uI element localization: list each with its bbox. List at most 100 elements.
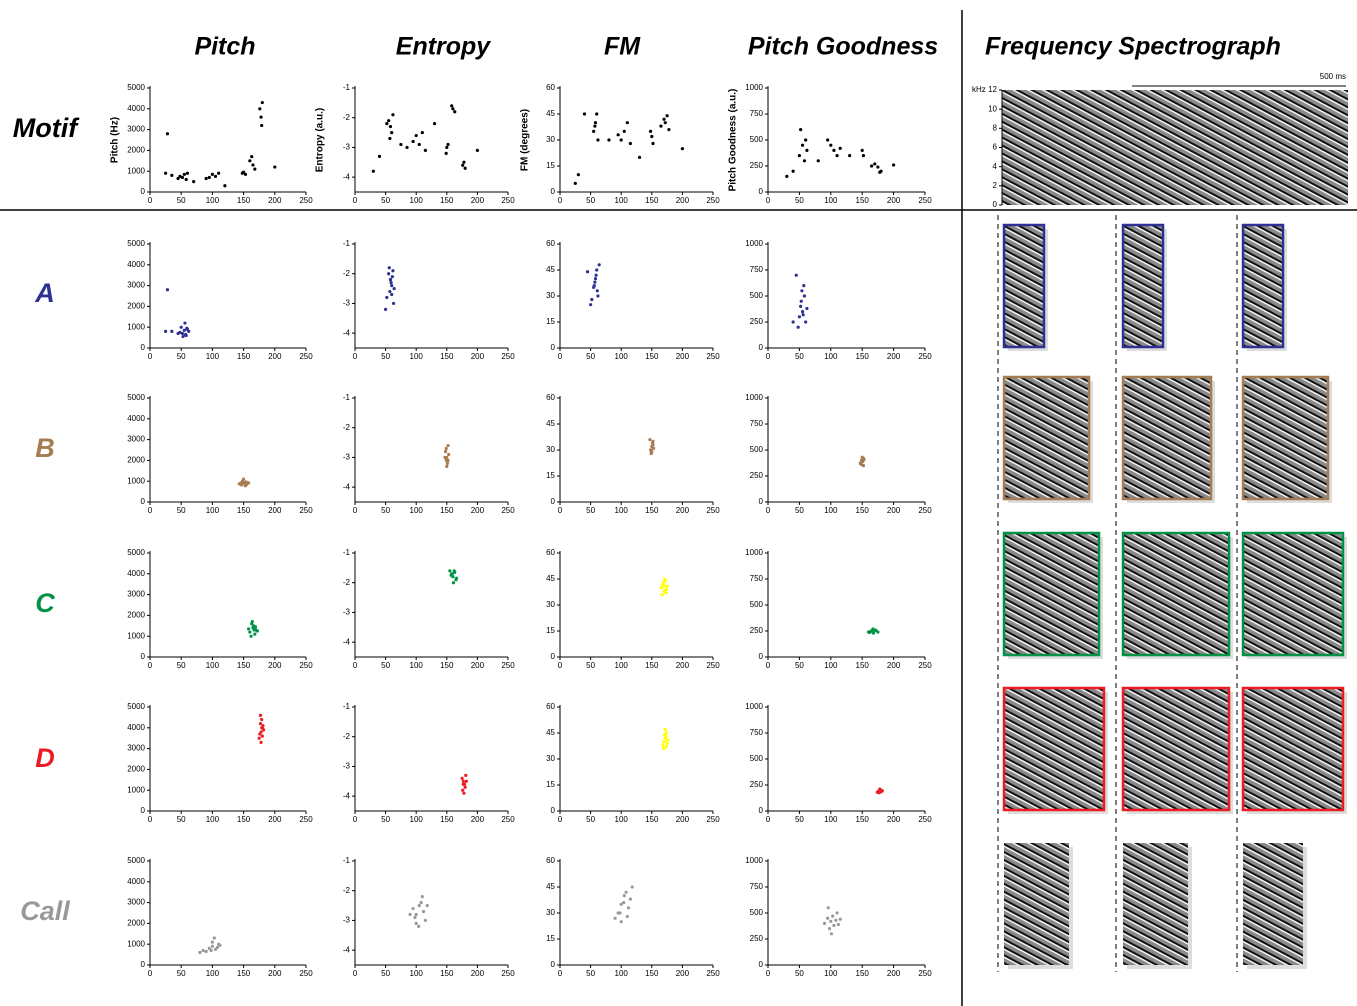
point bbox=[412, 140, 415, 143]
x-tick-label: 0 bbox=[148, 815, 153, 824]
y-axis-label: Pitch (Hz) bbox=[110, 117, 121, 163]
y-tick-label: 1000 bbox=[127, 166, 145, 175]
point bbox=[464, 167, 467, 170]
point bbox=[661, 744, 664, 747]
point bbox=[387, 119, 390, 122]
x-tick-label: 0 bbox=[558, 196, 563, 205]
x-tick-label: 100 bbox=[615, 969, 629, 978]
point bbox=[389, 125, 392, 128]
y-tick-label: 0 bbox=[141, 960, 146, 969]
point bbox=[826, 138, 829, 141]
x-tick-label: 100 bbox=[824, 661, 838, 670]
point bbox=[405, 146, 408, 149]
y-tick-label: 4000 bbox=[127, 104, 145, 113]
point bbox=[424, 149, 427, 152]
x-tick-label: 200 bbox=[676, 506, 690, 515]
point bbox=[184, 333, 187, 336]
point bbox=[462, 792, 465, 795]
y-tick-label: 4000 bbox=[127, 414, 145, 423]
point bbox=[659, 125, 662, 128]
point bbox=[166, 132, 169, 135]
y-tick-label: 0 bbox=[551, 187, 556, 196]
y-tick-label: 250 bbox=[750, 161, 764, 170]
point bbox=[388, 266, 391, 269]
x-tick-label: 200 bbox=[887, 661, 901, 670]
point bbox=[445, 459, 448, 462]
x-tick-label: 250 bbox=[918, 661, 932, 670]
point bbox=[426, 904, 429, 907]
y-tick-label: 30 bbox=[546, 754, 555, 763]
point bbox=[244, 480, 247, 483]
point bbox=[248, 159, 251, 162]
point bbox=[210, 949, 213, 952]
spectrogram bbox=[1002, 90, 1348, 205]
y-tick-label: 15 bbox=[546, 934, 555, 943]
x-tick-label: 100 bbox=[615, 506, 629, 515]
point bbox=[596, 294, 599, 297]
point bbox=[201, 949, 204, 952]
point bbox=[211, 941, 214, 944]
point bbox=[419, 901, 422, 904]
y-tick-label: 5000 bbox=[127, 856, 145, 865]
x-tick-label: 100 bbox=[615, 815, 629, 824]
x-tick-label: 150 bbox=[440, 506, 454, 515]
syllable-spectrogram bbox=[1004, 688, 1104, 810]
y-tick-label: 500 bbox=[750, 445, 764, 454]
x-tick-label: 100 bbox=[410, 352, 424, 361]
point bbox=[800, 300, 803, 303]
y-tick-label: 15 bbox=[546, 626, 555, 635]
column-header: FM bbox=[604, 33, 641, 61]
point bbox=[803, 159, 806, 162]
x-tick-label: 100 bbox=[206, 815, 220, 824]
point bbox=[892, 163, 895, 166]
point bbox=[185, 178, 188, 181]
point bbox=[651, 443, 654, 446]
y-tick-label: 30 bbox=[546, 135, 555, 144]
x-tick-label: 50 bbox=[177, 506, 186, 515]
y-tick-label: 500 bbox=[750, 908, 764, 917]
x-tick-label: 200 bbox=[471, 196, 485, 205]
point bbox=[828, 927, 831, 930]
point bbox=[870, 164, 873, 167]
point bbox=[823, 922, 826, 925]
x-tick-label: 50 bbox=[795, 661, 804, 670]
x-tick-label: 50 bbox=[177, 815, 186, 824]
x-tick-label: 250 bbox=[706, 506, 720, 515]
x-tick-label: 50 bbox=[586, 196, 595, 205]
point bbox=[244, 484, 247, 487]
point bbox=[660, 586, 663, 589]
x-tick-label: 100 bbox=[824, 506, 838, 515]
point bbox=[861, 149, 864, 152]
x-tick-label: 50 bbox=[177, 196, 186, 205]
x-tick-label: 150 bbox=[440, 352, 454, 361]
point bbox=[211, 945, 214, 948]
point bbox=[390, 281, 393, 284]
y-tick-label: 750 bbox=[750, 882, 764, 891]
y-tick-label: -4 bbox=[343, 637, 351, 646]
y-tick-label: 12 bbox=[988, 85, 997, 94]
y-tick-label: 2000 bbox=[127, 302, 145, 311]
x-tick-label: 0 bbox=[353, 352, 358, 361]
point bbox=[399, 143, 402, 146]
point bbox=[805, 149, 808, 152]
y-tick-label: -2 bbox=[343, 269, 351, 278]
y-tick-label: 3000 bbox=[127, 281, 145, 290]
x-tick-label: 50 bbox=[381, 196, 390, 205]
point bbox=[666, 584, 669, 587]
x-tick-label: 250 bbox=[918, 506, 932, 515]
point bbox=[453, 110, 456, 113]
y-axis-label: Entropy (a.u.) bbox=[315, 108, 326, 172]
point bbox=[388, 137, 391, 140]
row-label: Motif bbox=[13, 113, 80, 143]
point bbox=[390, 131, 393, 134]
y-tick-label: 45 bbox=[546, 728, 555, 737]
point bbox=[166, 288, 169, 291]
y-tick-label: -1 bbox=[343, 856, 351, 865]
point bbox=[241, 481, 244, 484]
point bbox=[241, 172, 244, 175]
point bbox=[185, 327, 188, 330]
syllable-spectrogram bbox=[1243, 225, 1283, 347]
column-header: Pitch bbox=[194, 33, 255, 61]
point bbox=[461, 777, 464, 780]
y-tick-label: 1000 bbox=[127, 939, 145, 948]
